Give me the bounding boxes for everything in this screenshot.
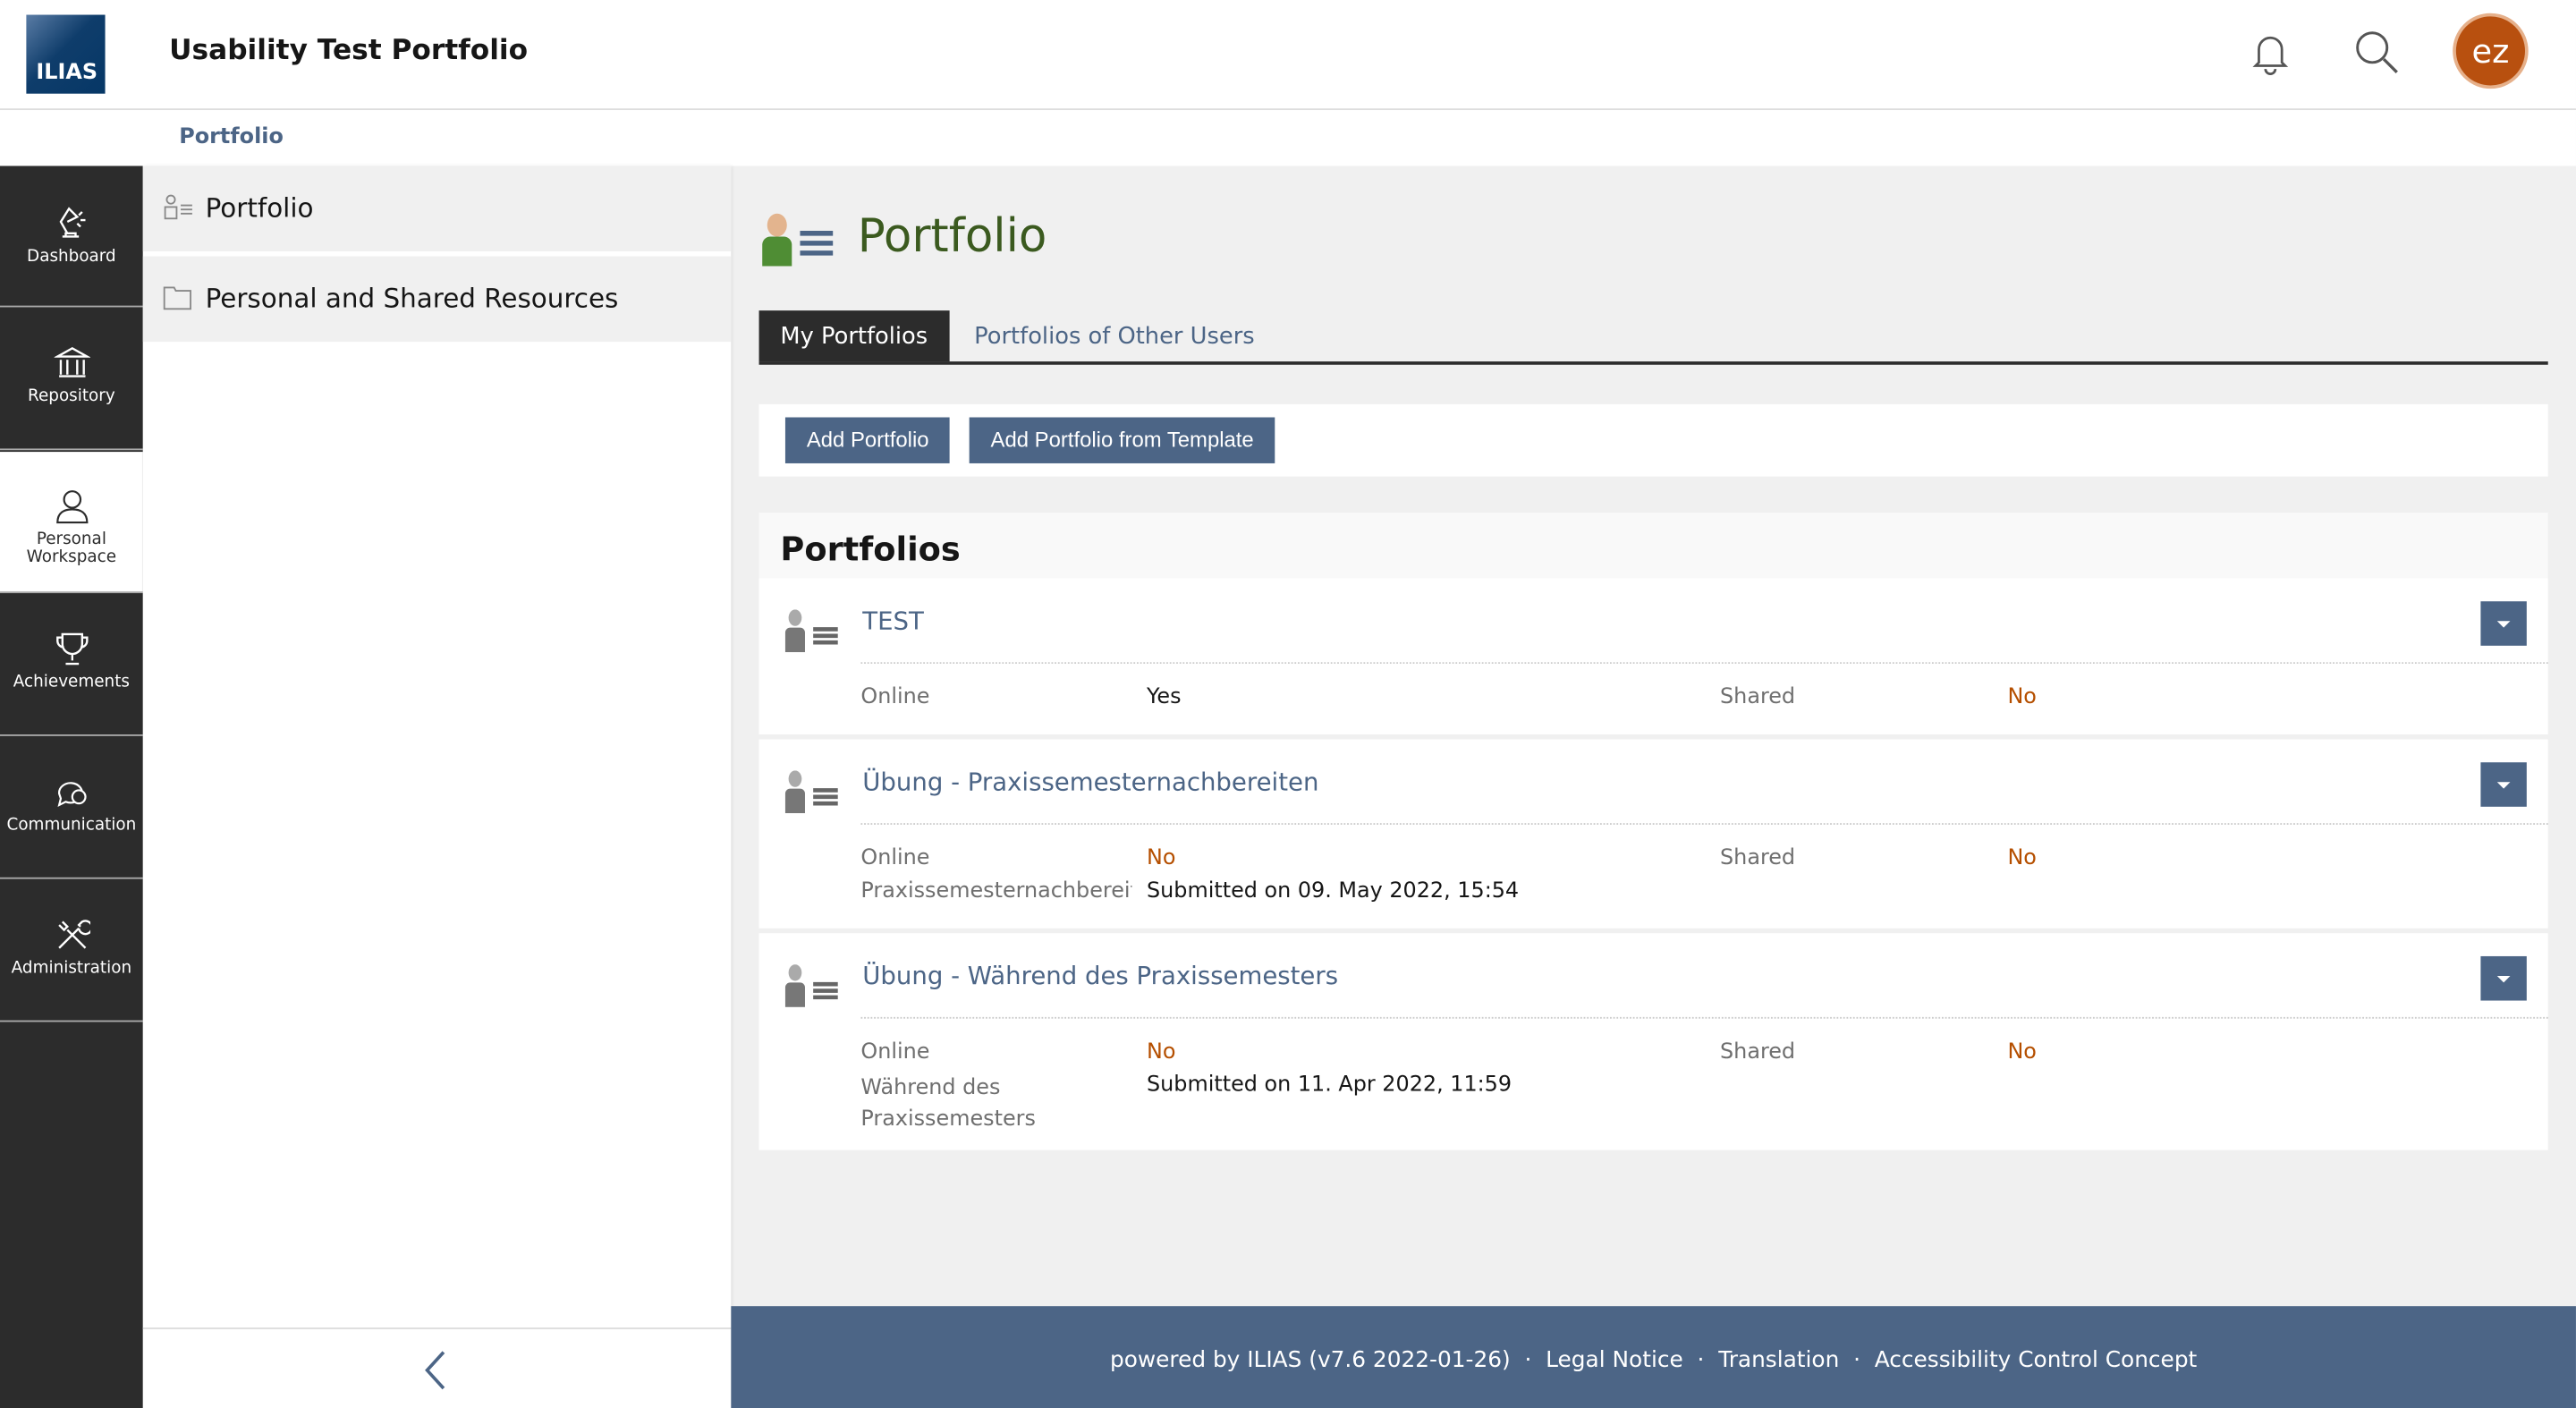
divider — [860, 1016, 2548, 1019]
mainbar-item-achievements[interactable]: Achievements — [0, 595, 143, 736]
collapse-chevron-left-icon[interactable] — [422, 1349, 448, 1392]
divider — [860, 823, 2548, 826]
chat-bubbles-icon — [56, 782, 86, 808]
property-label: Praxissemesternachbereit — [860, 878, 1132, 904]
footer-separator: · — [1697, 1347, 1705, 1374]
mainbar-item-personal-workspace[interactable]: Personal Workspace — [0, 452, 143, 594]
property-value: No — [2007, 684, 2037, 710]
footer-link-accessibility[interactable]: Accessibility Control Concept — [1874, 1347, 2198, 1374]
avatar[interactable]: ez — [2453, 13, 2529, 89]
slate-item-label: Portfolio — [205, 191, 314, 224]
property-value: Yes — [1147, 684, 1182, 710]
property-label: Shared — [1720, 1039, 1796, 1065]
mainbar-label: Communication — [6, 816, 137, 835]
tab-my-portfolios[interactable]: My Portfolios — [758, 310, 950, 362]
repository-building-icon — [53, 347, 90, 377]
folder-icon — [163, 286, 191, 310]
property-label: Shared — [1720, 684, 1796, 710]
panel-title: Portfolios — [780, 529, 961, 569]
mainbar-label: Personal Workspace — [26, 530, 117, 567]
header: ILIAS Usability Test Portfolio ez — [0, 0, 2576, 111]
mainbar-item-administration[interactable]: Administration — [0, 880, 143, 1022]
toolbar: Add Portfolio Add Portfolio from Templat… — [758, 403, 2548, 477]
mainbar-label: Dashboard — [27, 248, 116, 267]
list-item: Übung - Während des Praxissemesters Onli… — [758, 933, 2548, 1150]
slate-item-personal-shared-resources[interactable]: Personal and Shared Resources — [142, 256, 732, 343]
mainbar-item-repository[interactable]: Repository — [0, 309, 143, 451]
main-content: Portfolio My Portfolios Portfolios of Ot… — [731, 166, 2576, 1307]
property-label: Online — [860, 845, 930, 871]
logo-text: ILIAS — [36, 60, 98, 86]
slate-footer — [142, 1327, 732, 1408]
mainbar-label: Achievements — [13, 674, 130, 692]
property-value: Submitted on 11. Apr 2022, 11:59 — [1147, 1073, 1513, 1098]
property-value: Submitted on 09. May 2022, 15:54 — [1147, 878, 1520, 904]
search-icon[interactable] — [2351, 26, 2403, 79]
footer-link-legal-notice[interactable]: Legal Notice — [1546, 1347, 1683, 1374]
portfolio-title-icon — [762, 213, 834, 267]
mainbar-label: Repository — [28, 387, 115, 406]
add-portfolio-button[interactable]: Add Portfolio — [784, 417, 951, 463]
portfolio-title-link[interactable]: Übung - Praxissemesternachbereiten — [862, 767, 1319, 797]
property-value: No — [2007, 1039, 2037, 1065]
footer-separator: · — [1853, 1347, 1860, 1374]
trophy-icon — [55, 632, 88, 666]
portfolios-panel-header: Portfolios — [758, 513, 2548, 579]
page-title: Portfolio — [857, 208, 1047, 263]
list-item: TEST Online Yes Shared No — [758, 578, 2548, 735]
portfolio-item-icon — [784, 609, 838, 653]
property-value: No — [1147, 1039, 1176, 1065]
footer-powered-by: powered by ILIAS (v7.6 2022-01-26) — [1109, 1347, 1511, 1374]
breadcrumb: Portfolio — [0, 110, 2576, 166]
add-portfolio-from-template-button[interactable]: Add Portfolio from Template — [969, 417, 1275, 463]
footer-link-translation[interactable]: Translation — [1718, 1347, 1840, 1374]
tools-icon — [57, 920, 90, 949]
actions-dropdown-button[interactable] — [2480, 762, 2527, 807]
property-value: No — [2007, 845, 2037, 871]
dashboard-lamp-icon — [58, 207, 85, 238]
slate-item-label: Personal and Shared Resources — [205, 282, 619, 314]
person-icon — [55, 490, 88, 524]
slate-panel: Portfolio Personal and Shared Resources — [142, 165, 732, 1408]
footer: powered by ILIAS (v7.6 2022-01-26) · Leg… — [731, 1306, 2576, 1408]
portfolio-item-icon — [784, 964, 838, 1007]
tab-portfolios-of-other-users[interactable]: Portfolios of Other Users — [974, 323, 1255, 351]
actions-dropdown-button[interactable] — [2480, 601, 2527, 646]
bell-icon[interactable] — [2244, 26, 2297, 79]
property-label: Online — [860, 684, 930, 710]
page-header-title: Usability Test Portfolio — [169, 34, 529, 68]
mainbar: Dashboard Repository Personal Workspace … — [0, 165, 143, 1408]
portfolio-title-link[interactable]: TEST — [862, 606, 924, 636]
list-item: Übung - Praxissemesternachbereiten Onlin… — [758, 739, 2548, 929]
actions-dropdown-button[interactable] — [2480, 955, 2527, 1001]
tab-bar: My Portfolios Portfolios of Other Users — [758, 310, 2548, 365]
property-label: Online — [860, 1039, 930, 1065]
property-label: Während des Praxissemesters — [860, 1076, 1036, 1132]
portfolio-title-link[interactable]: Übung - Während des Praxissemesters — [862, 961, 1339, 991]
breadcrumb-portfolio[interactable]: Portfolio — [179, 124, 284, 150]
portfolio-item-icon — [784, 770, 838, 814]
mainbar-item-dashboard[interactable]: Dashboard — [0, 166, 143, 308]
footer-separator: · — [1524, 1347, 1532, 1374]
mainbar-label: Administration — [11, 959, 132, 978]
property-label: Shared — [1720, 845, 1796, 871]
divider — [860, 662, 2548, 665]
slate-item-portfolio[interactable]: Portfolio — [142, 165, 732, 252]
ilias-logo[interactable]: ILIAS — [26, 14, 106, 94]
mainbar-item-communication[interactable]: Communication — [0, 738, 143, 879]
property-value: No — [1147, 845, 1176, 871]
portfolio-icon — [164, 194, 192, 220]
